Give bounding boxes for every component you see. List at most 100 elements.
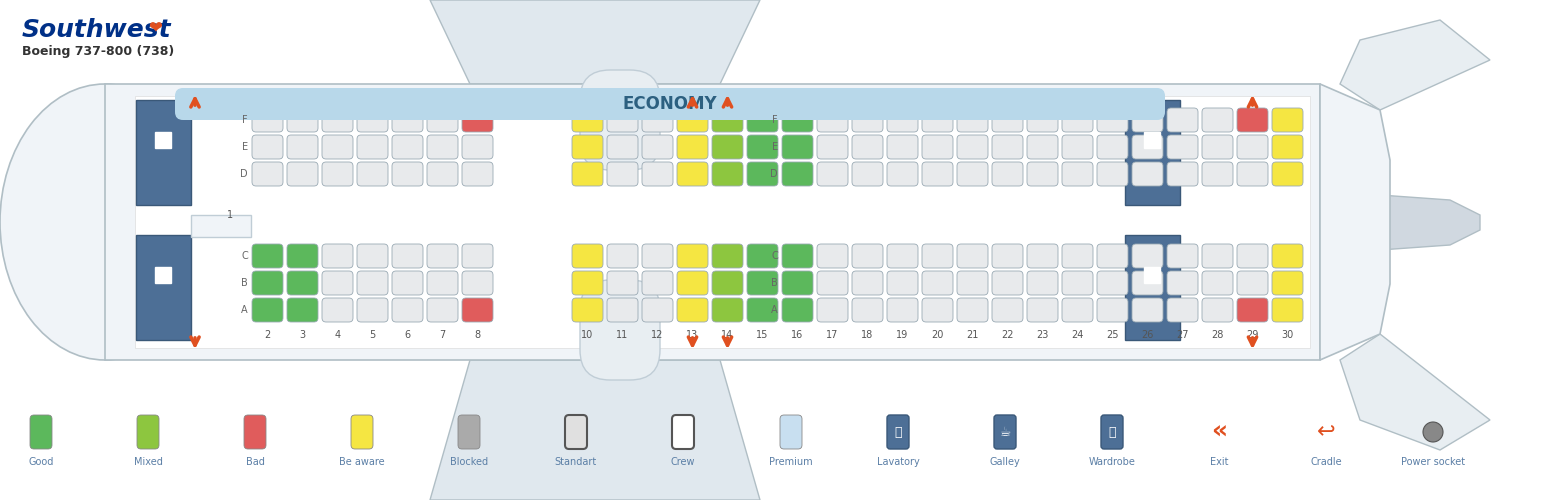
FancyBboxPatch shape [286, 108, 317, 132]
Text: Cradle: Cradle [1310, 457, 1341, 467]
Text: Boeing 737-800 (738): Boeing 737-800 (738) [22, 46, 174, 59]
FancyBboxPatch shape [1237, 298, 1268, 322]
FancyBboxPatch shape [677, 271, 708, 295]
FancyBboxPatch shape [462, 298, 493, 322]
FancyBboxPatch shape [1027, 244, 1058, 268]
FancyBboxPatch shape [1063, 135, 1092, 159]
FancyBboxPatch shape [1027, 108, 1058, 132]
FancyBboxPatch shape [677, 135, 708, 159]
FancyBboxPatch shape [1097, 271, 1128, 295]
FancyBboxPatch shape [174, 88, 1165, 120]
FancyBboxPatch shape [643, 108, 674, 132]
Text: 20: 20 [932, 330, 943, 340]
FancyBboxPatch shape [252, 162, 283, 186]
Text: 👔: 👔 [1108, 426, 1116, 438]
FancyBboxPatch shape [993, 135, 1022, 159]
Text: 10: 10 [582, 330, 594, 340]
FancyBboxPatch shape [580, 70, 660, 170]
FancyBboxPatch shape [356, 271, 387, 295]
FancyBboxPatch shape [1027, 271, 1058, 295]
FancyBboxPatch shape [573, 271, 604, 295]
Bar [135, 235, 191, 340]
Text: 5: 5 [369, 330, 375, 340]
FancyBboxPatch shape [426, 244, 457, 268]
Text: 26: 26 [1141, 330, 1153, 340]
Text: Exit: Exit [1209, 457, 1228, 467]
FancyBboxPatch shape [643, 162, 674, 186]
FancyBboxPatch shape [713, 271, 744, 295]
FancyBboxPatch shape [817, 244, 848, 268]
FancyBboxPatch shape [1167, 162, 1198, 186]
FancyBboxPatch shape [1133, 244, 1162, 268]
FancyBboxPatch shape [1201, 271, 1232, 295]
FancyBboxPatch shape [1133, 298, 1162, 322]
Bar [104, 84, 1319, 360]
FancyBboxPatch shape [565, 415, 587, 449]
Text: 21: 21 [966, 330, 979, 340]
FancyBboxPatch shape [607, 108, 638, 132]
FancyBboxPatch shape [780, 415, 801, 449]
FancyBboxPatch shape [713, 108, 744, 132]
FancyBboxPatch shape [1097, 108, 1128, 132]
FancyBboxPatch shape [643, 244, 674, 268]
FancyBboxPatch shape [573, 135, 604, 159]
Text: Good: Good [28, 457, 54, 467]
Text: A: A [241, 305, 247, 315]
FancyBboxPatch shape [607, 162, 638, 186]
Text: «: « [1211, 420, 1228, 444]
FancyBboxPatch shape [30, 415, 51, 449]
FancyBboxPatch shape [1201, 108, 1232, 132]
FancyBboxPatch shape [1133, 162, 1162, 186]
FancyBboxPatch shape [573, 244, 604, 268]
FancyBboxPatch shape [1201, 135, 1232, 159]
FancyBboxPatch shape [244, 415, 266, 449]
FancyBboxPatch shape [462, 135, 493, 159]
Text: Wardrobe: Wardrobe [1089, 457, 1136, 467]
FancyBboxPatch shape [1097, 244, 1128, 268]
Text: Crew: Crew [671, 457, 696, 467]
FancyBboxPatch shape [783, 108, 812, 132]
Bar [135, 96, 1310, 348]
Bar [1125, 235, 1179, 340]
FancyBboxPatch shape [286, 135, 317, 159]
FancyBboxPatch shape [462, 162, 493, 186]
Bar [1125, 100, 1179, 205]
FancyBboxPatch shape [643, 135, 674, 159]
Text: 12: 12 [652, 330, 664, 340]
FancyBboxPatch shape [783, 244, 812, 268]
FancyBboxPatch shape [994, 415, 1016, 449]
FancyBboxPatch shape [677, 162, 708, 186]
Text: Be aware: Be aware [339, 457, 384, 467]
FancyBboxPatch shape [643, 271, 674, 295]
FancyBboxPatch shape [1027, 162, 1058, 186]
FancyBboxPatch shape [356, 135, 387, 159]
FancyBboxPatch shape [747, 108, 778, 132]
Bar [135, 100, 191, 205]
FancyBboxPatch shape [322, 271, 353, 295]
FancyBboxPatch shape [356, 244, 387, 268]
FancyBboxPatch shape [853, 244, 882, 268]
FancyBboxPatch shape [957, 162, 988, 186]
Text: Power socket: Power socket [1400, 457, 1466, 467]
Text: 16: 16 [792, 330, 803, 340]
Text: 25: 25 [1106, 330, 1119, 340]
Polygon shape [1340, 334, 1491, 450]
Text: 28: 28 [1211, 330, 1223, 340]
FancyBboxPatch shape [252, 271, 283, 295]
FancyBboxPatch shape [322, 135, 353, 159]
FancyBboxPatch shape [392, 244, 423, 268]
FancyBboxPatch shape [1167, 271, 1198, 295]
FancyBboxPatch shape [462, 108, 493, 132]
FancyBboxPatch shape [607, 298, 638, 322]
FancyBboxPatch shape [573, 298, 604, 322]
Text: Bad: Bad [246, 457, 265, 467]
Text: 8: 8 [475, 330, 481, 340]
Text: 13: 13 [686, 330, 699, 340]
FancyBboxPatch shape [1097, 135, 1128, 159]
FancyBboxPatch shape [677, 244, 708, 268]
FancyBboxPatch shape [1237, 271, 1268, 295]
FancyBboxPatch shape [923, 298, 952, 322]
FancyBboxPatch shape [677, 298, 708, 322]
FancyBboxPatch shape [1271, 162, 1302, 186]
FancyBboxPatch shape [957, 108, 988, 132]
